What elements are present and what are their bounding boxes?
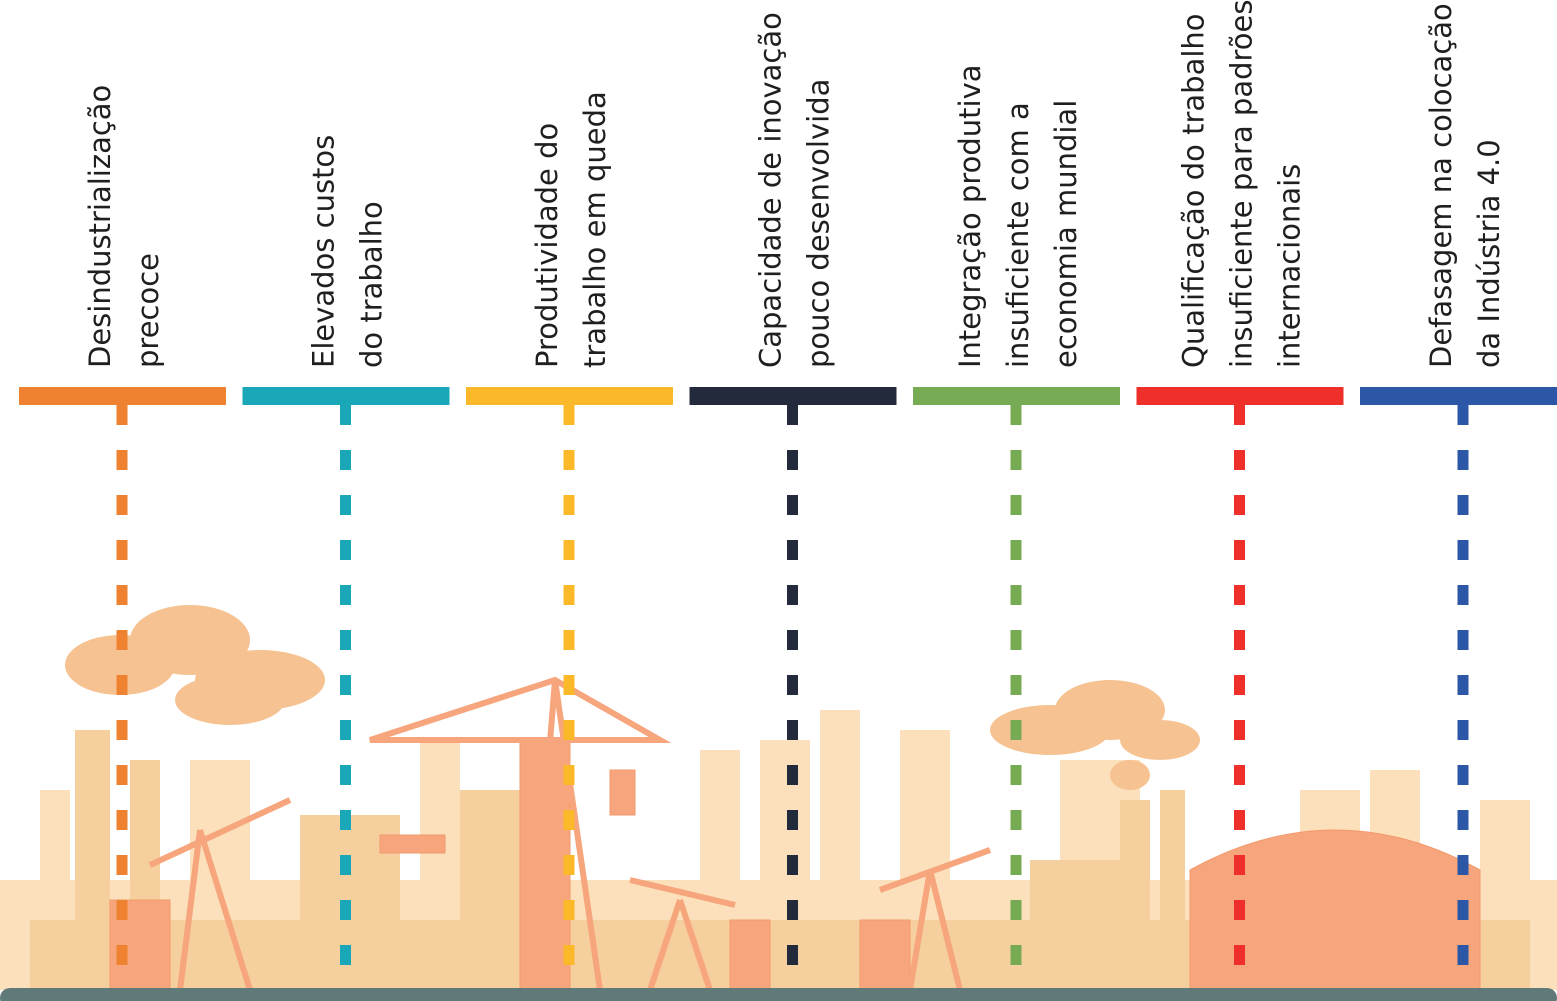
label-line: Capacidade de inovação	[754, 12, 788, 368]
header-bar	[689, 387, 897, 405]
label-line: trabalho em queda	[578, 91, 612, 368]
skyline	[0, 605, 1557, 991]
label-line: Elevados custos	[307, 135, 341, 368]
columns: Desindustrialização precoce Elevados custo…	[19, 0, 1557, 988]
label-line: insuficiente com a	[1001, 102, 1035, 368]
label-line: internacionais	[1273, 164, 1307, 368]
label-line: precoce	[131, 253, 165, 368]
label-line: do trabalho	[355, 201, 389, 368]
label-line: pouco desenvolvida	[802, 79, 836, 368]
header-bar	[1136, 387, 1344, 405]
label-line: Defasagem na colocação	[1424, 3, 1458, 368]
header-bar	[1360, 387, 1557, 405]
label-line: insuficiente para padrões	[1225, 0, 1259, 368]
label-line: Integração produtiva	[953, 64, 987, 368]
header-bar	[242, 387, 450, 405]
label-line: Qualificação do trabalho	[1177, 13, 1211, 368]
ground	[0, 988, 1557, 1001]
header-bar	[19, 387, 226, 405]
header-bar	[466, 387, 673, 405]
label-line: Desindustrialização	[83, 85, 117, 368]
label-line: da Indústria 4.0	[1472, 139, 1506, 368]
label-line: Produtividade do	[530, 123, 564, 368]
label-line: economia mundial	[1049, 100, 1083, 368]
header-bar	[913, 387, 1120, 405]
